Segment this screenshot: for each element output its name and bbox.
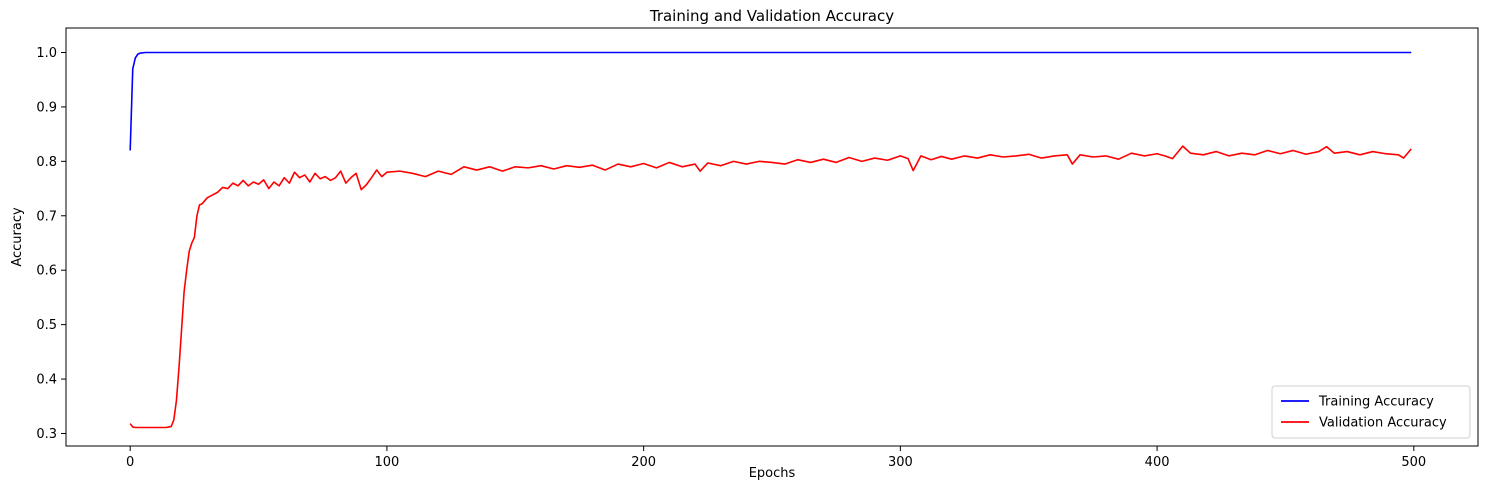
y-tick-label: 0.7 [36,209,57,224]
y-tick-label: 1.0 [36,46,57,61]
chart-title: Training and Validation Accuracy [649,7,894,25]
series-line-1 [129,145,1412,429]
x-tick-label: 100 [374,455,399,470]
x-tick-label: 400 [1145,455,1170,470]
y-tick-label: 0.4 [36,373,57,388]
x-axis: 0 100 200 300 400 500 [126,446,1426,470]
legend-box [1271,385,1471,439]
legend: Training Accuracy Validation Accuracy [1271,385,1471,439]
x-axis-title: Epochs [749,466,796,481]
y-tick-label: 0.5 [36,318,57,333]
y-tick-label: 0.6 [36,264,57,279]
y-tick-label: 0.3 [36,427,57,442]
y-axis: 0.3 0.4 0.5 0.6 0.7 0.8 0.9 1.0 [36,46,66,442]
x-tick-label: 300 [888,455,913,470]
x-tick-label: 200 [631,455,656,470]
plot-frame [65,27,1479,447]
y-tick-label: 0.9 [36,100,57,115]
legend-label-1: Validation Accuracy [1319,416,1447,431]
y-axis-title: Accuracy [10,207,25,267]
x-tick-label: 500 [1401,455,1426,470]
series-line-0 [129,51,1412,151]
legend-label-0: Training Accuracy [1318,395,1434,410]
series-layer [129,51,1412,429]
y-tick-label: 0.8 [36,155,57,170]
x-tick-label: 0 [126,455,134,470]
